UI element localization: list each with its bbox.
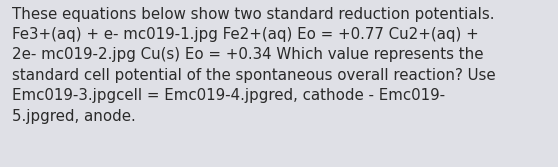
Text: These equations below show two standard reduction potentials.
Fe3+(aq) + e- mc01: These equations below show two standard … [12,7,496,124]
